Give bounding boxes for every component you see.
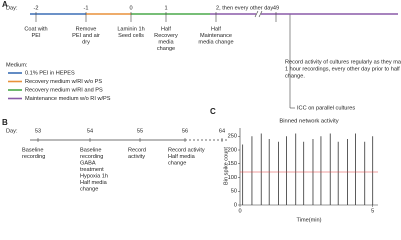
figure: A Day: B Day: C Binned network activity …: [2, 0, 401, 223]
day-label: Day:: [6, 128, 18, 134]
text-line: Half: [161, 26, 171, 32]
text-line: media change: [198, 39, 233, 45]
text-line: Seed cells: [118, 33, 144, 39]
text-line: Coat with: [24, 26, 47, 32]
legend-label: Recovery medium w/RI and PS: [25, 87, 103, 93]
day-tick: -1: [84, 5, 89, 11]
day-tick: -2: [34, 5, 39, 11]
y-axis-label: Bin spike count: [223, 147, 229, 185]
text-line: 1 hour recordings, every other day prior…: [285, 66, 401, 72]
day-tick: 64: [219, 128, 225, 134]
text-line: Hypoxia 1h: [80, 173, 108, 179]
day-tick: 49: [273, 5, 279, 11]
panel-label: A: [2, 0, 8, 9]
text-line: GABA: [80, 160, 96, 166]
panel-label: B: [2, 118, 8, 127]
day-tick: 2, then every other day: [216, 5, 273, 11]
text-line: Baseline: [22, 147, 43, 153]
legend-label: 0.1% PEI in HEPES: [25, 70, 75, 76]
text-line: dry: [82, 39, 90, 45]
text-line: Record: [128, 147, 146, 153]
text-line: Laminin 1h: [117, 26, 144, 32]
day-label: Day:: [6, 5, 18, 11]
text-line: Record activity of cultures regularly as…: [285, 59, 401, 65]
icc-note: ICC on parallel cultures: [297, 105, 355, 111]
text-line: recording: [22, 154, 45, 160]
text-line: Recovery: [154, 33, 178, 39]
panel-label: C: [210, 107, 216, 116]
text-line: activity: [128, 154, 145, 160]
text-line: Record activity: [168, 147, 205, 153]
text-line: recording: [80, 154, 103, 160]
x-axis-label: Time(min): [297, 217, 322, 223]
chart-title: Binned network activity: [279, 119, 338, 125]
y-tick-label: 250: [228, 134, 237, 140]
y-tick-label: 100: [228, 175, 237, 181]
text-line: Half: [211, 26, 221, 32]
medium-title: Medium:: [6, 62, 28, 68]
text-line: Remove: [76, 26, 97, 32]
text-line: treatment: [80, 167, 104, 173]
legend-label: Recovery medium w/RI w/o PS: [25, 79, 102, 85]
break-mark: [258, 10, 263, 18]
y-tick-label: 200: [228, 147, 237, 153]
text-line: Half media: [168, 154, 196, 160]
day-tick: 55: [137, 128, 143, 134]
text-line: change: [157, 46, 175, 52]
day-tick: 56: [182, 128, 188, 134]
text-line: change: [80, 186, 98, 192]
text-line: media: [158, 39, 174, 45]
text-line: change.: [285, 73, 305, 79]
legend-label: Maintenance medium w/o RI w/PS: [25, 96, 111, 102]
x-tick-label: 0: [238, 208, 241, 214]
text-line: Maintenance: [200, 33, 232, 39]
text-line: PEI and air: [72, 33, 100, 39]
day-tick: 0: [129, 5, 132, 11]
x-tick-label: 5: [371, 208, 374, 214]
day-tick: 54: [87, 128, 93, 134]
day-tick: 1: [164, 5, 167, 11]
day-tick: 53: [35, 128, 41, 134]
y-tick-label: 0: [234, 202, 237, 208]
text-line: Half media: [80, 180, 108, 186]
break-mark: [254, 10, 259, 18]
y-tick-label: 150: [228, 161, 237, 167]
text-line: Baseline: [80, 147, 101, 153]
text-line: PEI: [31, 33, 40, 39]
text-line: change: [168, 160, 186, 166]
y-tick-label: 50: [231, 189, 237, 195]
